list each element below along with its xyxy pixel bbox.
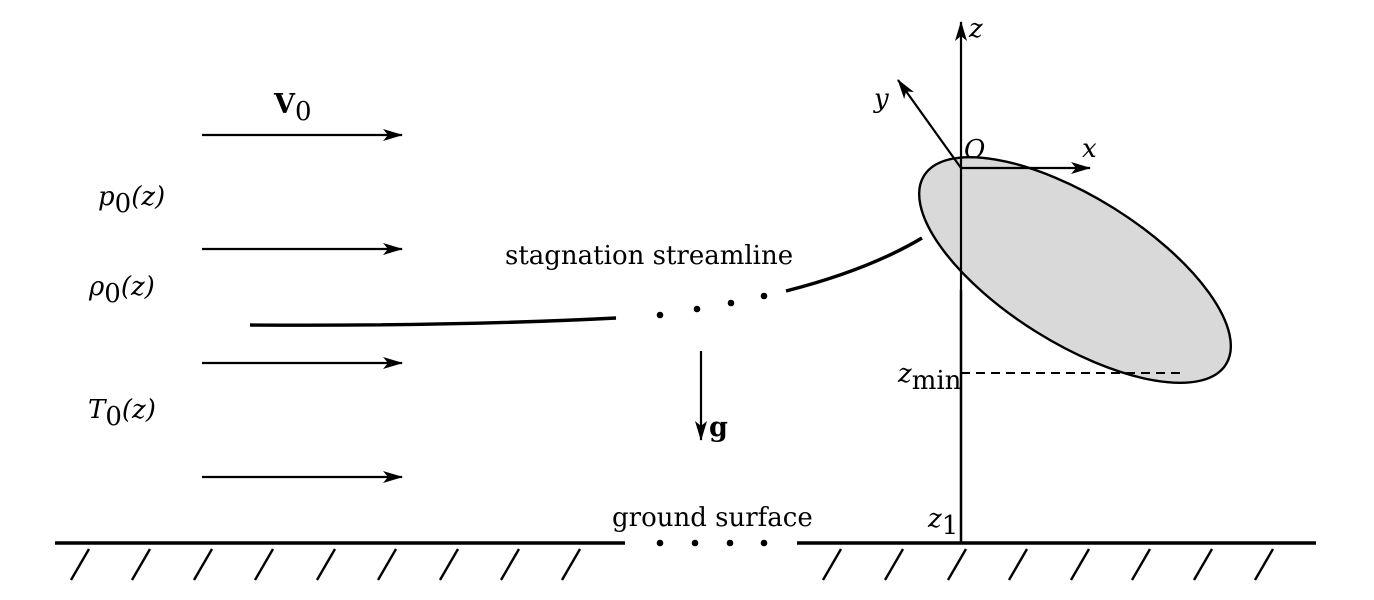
y-axis-label: y [873,84,889,114]
z-min-label: zmin [897,359,962,396]
gravity-label: g [709,412,728,443]
origin-label: O [964,135,985,165]
stagnation-streamline [249,236,923,327]
pressure-label: p0(z) [98,182,165,219]
streamline-gap-dot [727,299,735,307]
streamline-label: stagnation streamline [505,241,793,271]
z-axis-label: z [968,14,983,44]
temperature-label: T0(z) [88,395,156,432]
velocity-label: V0 [273,89,312,127]
z-1-label: z1 [927,504,958,541]
ground-gap-dot [691,539,699,547]
ground-gap-dot [726,539,734,547]
streamline-upstream-segment [249,316,617,327]
streamline-gap-dot [693,305,701,313]
ground-gap-dot [760,539,768,547]
freestream-arrows [202,129,403,483]
body-ellipse [917,155,1233,385]
streamline-gap-dot [760,292,768,300]
y-axis [897,79,962,169]
ground-surface [55,539,1316,581]
density-label: ρ0(z) [88,272,155,309]
ground-label: ground surface [612,503,813,533]
streamline-gap-dot [656,311,664,319]
streamline-downstream-segment [785,236,923,293]
ground-hatching [69,548,1275,581]
x-axis-label: x [1082,134,1097,164]
ground-gap-dot [656,539,664,547]
